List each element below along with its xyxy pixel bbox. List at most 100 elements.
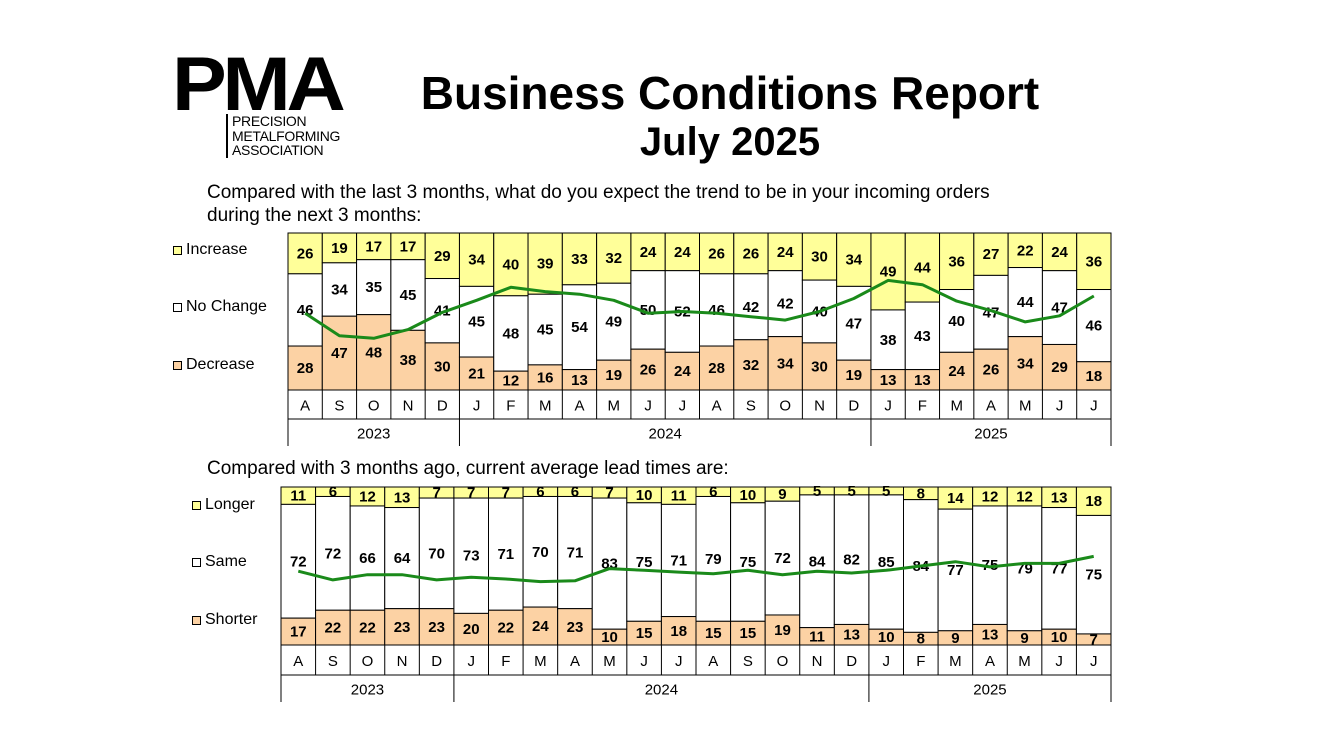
leadtime-bar-middle bbox=[1006, 505, 1043, 632]
orders-label-top: 29 bbox=[434, 248, 451, 265]
leadtime-label-top: 7 bbox=[605, 485, 613, 502]
leadtime-label-top: 6 bbox=[329, 484, 337, 501]
orders-bar-middle bbox=[733, 273, 769, 341]
question-lead-times-line-1: Compared with 3 months ago, current aver… bbox=[207, 458, 729, 479]
leadtime-month-label: F bbox=[501, 653, 510, 670]
leadtime-label-top: 11 bbox=[671, 488, 687, 505]
leadtime-label-top: 18 bbox=[1085, 493, 1102, 510]
orders-month-label: J bbox=[679, 398, 687, 415]
legend-same-label: Same bbox=[205, 553, 247, 570]
orders-label-middle: 42 bbox=[777, 296, 794, 313]
orders-label-bottom: 13 bbox=[880, 372, 897, 389]
orders-bar-bottom bbox=[527, 364, 563, 391]
leadtime-month-label: S bbox=[328, 653, 338, 670]
orders-month-label: N bbox=[814, 398, 825, 415]
leadtime-month-label: J bbox=[882, 653, 890, 670]
report-date: July 2025 bbox=[639, 120, 821, 164]
orders-bar-bottom bbox=[733, 339, 769, 391]
orders-label-top: 49 bbox=[880, 263, 897, 280]
orders-label-top: 24 bbox=[674, 244, 691, 261]
question-orders-line-1: Compared with the last 3 months, what do… bbox=[207, 182, 990, 203]
legend-same: Same bbox=[192, 553, 247, 571]
leadtime-label-top: 13 bbox=[1051, 489, 1068, 506]
orders-label-top: 26 bbox=[708, 245, 725, 262]
leadtime-month-label: N bbox=[812, 653, 823, 670]
question-lead-times: Compared with 3 months ago, current aver… bbox=[207, 457, 729, 480]
orders-label-middle: 45 bbox=[400, 287, 417, 304]
legend-no-change-label: No Change bbox=[186, 298, 267, 315]
orders-bar-bottom bbox=[836, 359, 872, 391]
leadtime-month-label: M bbox=[603, 653, 616, 670]
orders-month-label: O bbox=[368, 398, 380, 415]
orders-bar-middle bbox=[561, 284, 598, 371]
orders-label-bottom: 24 bbox=[948, 363, 965, 380]
orders-bar-top bbox=[287, 232, 323, 275]
logo-subtitle: PRECISION METALFORMING ASSOCIATION bbox=[226, 114, 340, 158]
leadtime-label-bottom: 19 bbox=[774, 622, 791, 639]
orders-bar-middle bbox=[493, 295, 529, 372]
orders-label-top: 30 bbox=[811, 249, 828, 266]
orders-label-top: 36 bbox=[1086, 253, 1103, 270]
orders-label-middle: 43 bbox=[914, 328, 931, 345]
orders-label-middle: 46 bbox=[1086, 318, 1103, 335]
leadtime-year-label: 2023 bbox=[351, 682, 384, 699]
orders-label-bottom: 48 bbox=[365, 344, 382, 361]
orders-label-bottom: 24 bbox=[674, 363, 691, 380]
leadtime-bar-top bbox=[1075, 486, 1112, 516]
legend-no-change-swatch bbox=[173, 302, 182, 312]
leadtime-label-bottom: 11 bbox=[809, 628, 825, 645]
orders-label-bottom: 32 bbox=[743, 357, 760, 374]
orders-bar-top bbox=[767, 232, 803, 272]
legend-longer: Longer bbox=[192, 496, 255, 514]
orders-label-middle: 49 bbox=[605, 314, 622, 331]
orders-bar-middle bbox=[424, 278, 460, 344]
leadtime-bar-middle bbox=[799, 494, 835, 629]
leadtime-bar-middle bbox=[1041, 507, 1077, 630]
leadtime-label-bottom: 23 bbox=[567, 619, 584, 636]
leadtime-month-label: A bbox=[293, 653, 303, 670]
leadtime-bar-middle bbox=[626, 502, 662, 622]
orders-bar-top bbox=[596, 232, 632, 284]
orders-label-bottom: 18 bbox=[1086, 368, 1103, 385]
leadtime-label-bottom: 13 bbox=[843, 627, 860, 644]
orders-bar-top bbox=[458, 232, 495, 287]
orders-bar-middle bbox=[870, 309, 906, 371]
orders-bar-bottom bbox=[1076, 361, 1112, 391]
orders-label-bottom: 30 bbox=[811, 358, 828, 375]
leadtime-bar-bottom bbox=[418, 608, 455, 646]
orders-bar-top bbox=[561, 232, 598, 286]
leadtime-bar-middle bbox=[488, 497, 524, 611]
orders-bar-top bbox=[1007, 232, 1043, 269]
orders-bar-bottom bbox=[973, 348, 1009, 391]
leadtime-month-label: O bbox=[362, 653, 374, 670]
leadtime-month-label: J bbox=[640, 653, 648, 670]
orders-bar-bottom bbox=[390, 329, 426, 391]
leadtime-month-label: J bbox=[467, 653, 475, 670]
leadtime-month-label: D bbox=[846, 653, 857, 670]
leadtime-label-middle: 72 bbox=[325, 545, 342, 562]
legend-increase-swatch bbox=[173, 245, 182, 255]
leadtime-label-bottom: 9 bbox=[1020, 630, 1028, 647]
orders-bar-top bbox=[733, 232, 769, 275]
report-title: Business Conditions Report bbox=[420, 67, 1040, 119]
leadtime-label-middle: 72 bbox=[774, 550, 791, 567]
orders-month-label: A bbox=[574, 398, 584, 415]
leadtime-label-middle: 71 bbox=[670, 552, 687, 569]
leadtime-label-bottom: 10 bbox=[601, 629, 618, 646]
orders-label-top: 40 bbox=[503, 256, 520, 273]
leadtime-label-bottom: 24 bbox=[532, 618, 549, 635]
leadtime-month-label: S bbox=[743, 653, 753, 670]
leadtime-label-bottom: 15 bbox=[636, 625, 653, 642]
leadtime-label-middle: 70 bbox=[428, 545, 445, 562]
leadtime-month-label: J bbox=[675, 653, 683, 670]
leadtime-bar-middle bbox=[557, 495, 593, 610]
leadtime-bar-middle bbox=[591, 497, 628, 630]
leadtime-month-label: A bbox=[708, 653, 718, 670]
leadtime-label-top: 14 bbox=[947, 490, 964, 507]
leadtime-bar-middle bbox=[280, 503, 317, 619]
orders-label-bottom: 34 bbox=[1017, 355, 1034, 372]
leadtime-label-bottom: 7 bbox=[1090, 631, 1098, 648]
legend-decrease-label: Decrease bbox=[186, 356, 255, 373]
orders-label-middle: 54 bbox=[571, 319, 588, 336]
orders-month-label: S bbox=[334, 398, 344, 415]
